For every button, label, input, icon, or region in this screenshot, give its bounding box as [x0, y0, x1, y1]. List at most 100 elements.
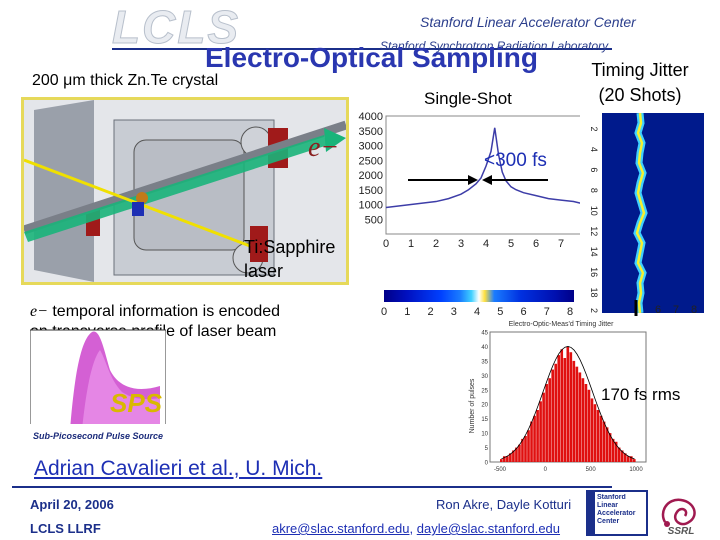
- histogram-bars: [500, 346, 636, 462]
- hist-bar-31: [593, 404, 597, 462]
- cb-x-tick-7: 7: [544, 306, 550, 318]
- streak-y-tick-8: 18: [589, 288, 599, 298]
- streak-y-tick-4: 10: [589, 206, 599, 216]
- hist-bar-37: [611, 438, 615, 462]
- hist-x-tick-1: 0: [544, 467, 548, 473]
- streak-y-tick-7: 16: [589, 267, 599, 277]
- institution-line-1: Stanford Linear Accelerator Center: [420, 14, 636, 30]
- laser-label-line-2: laser: [244, 261, 284, 281]
- sps-subtitle: Sub-Picosecond Pulse Source: [33, 431, 163, 441]
- timing-title-line-1: Timing Jitter: [591, 60, 689, 80]
- author-credit: Adrian Cavalieri et al., U. Mich.: [34, 457, 323, 480]
- ss-y-tick-0: 500: [365, 214, 383, 226]
- cb-x-tick-4: 4: [474, 306, 480, 318]
- sps-logo: SPS Sub-Picosecond Pulse Source: [29, 320, 167, 445]
- hist-bar-21: [563, 358, 567, 462]
- hist-bar-34: [602, 421, 606, 462]
- cb-x-tick-2: 2: [427, 306, 433, 318]
- ssrl-logo-graphic: SSRL: [661, 498, 696, 537]
- histogram-y-ticks: 0 5 10 15 20 25 30 35 40 45: [481, 331, 488, 467]
- hist-bar-1: [503, 456, 506, 462]
- right-arrowhead: [482, 175, 492, 185]
- znte-crystal: [136, 192, 148, 204]
- single-shot-label: Single-Shot: [424, 89, 512, 108]
- chamber-wall-left: [34, 100, 94, 282]
- cb-x-tick-8: 8: [567, 306, 573, 318]
- slide-title: Electro-Optical Sampling: [205, 42, 538, 73]
- streak-x-tick-2: 8: [691, 304, 697, 316]
- timing-jitter-title: Timing Jitter (20 Shots): [582, 58, 698, 108]
- hist-x-tick-0: -500: [494, 467, 507, 473]
- ss-y-tick-5: 3000: [359, 141, 383, 153]
- single-shot-plot: 500 1000 1500 2000 2500 3000 3500 4000 0 1 2 3 4 5 6 7…: [359, 111, 590, 250]
- cb-x-tick-1: 1: [404, 306, 410, 318]
- hist-bar-33: [599, 415, 603, 462]
- laser-label: Ti:Sapphire laser: [244, 235, 335, 283]
- electron-beam-arrow: [24, 135, 328, 242]
- ss-x-tick-2: 2: [433, 238, 439, 250]
- histogram-chart: Electro-Optic-Meas'd Timing Jitter Numbe…: [469, 321, 647, 473]
- institution-line-2: Stanford Synchrotron Radiation Laborator…: [380, 39, 609, 53]
- hist-bar-6: [518, 444, 521, 462]
- hist-bar-14: [542, 392, 545, 462]
- hist-y-tick-3: 15: [481, 417, 488, 423]
- histogram-panel: Electro-Optic-Meas'd Timing Jitter Numbe…: [466, 316, 656, 476]
- ss-y-tick-2: 1500: [359, 185, 383, 197]
- hist-bar-13: [539, 401, 542, 462]
- streak-y-tick-2: 6: [589, 167, 599, 172]
- encoding-line-1: e− temporal information is encoded: [30, 302, 280, 322]
- hist-bar-12: [536, 410, 539, 462]
- streak-x-tick-0: 6: [655, 304, 661, 316]
- hist-bar-16: [548, 378, 551, 462]
- laser-label-line-1: Ti:Sapphire: [244, 237, 336, 257]
- hist-bar-15: [545, 384, 548, 462]
- hist-y-tick-9: 45: [481, 331, 488, 337]
- encoding-line-1-text: temporal information is encoded: [47, 303, 281, 320]
- stanford-logo-graphic: Stanford Linear Accelerator Center: [586, 490, 648, 536]
- hist-bar-4: [512, 450, 515, 462]
- hist-bar-10: [530, 421, 533, 462]
- rms-annotation: 170 fs rms: [601, 385, 681, 404]
- hist-bar-8: [524, 436, 527, 462]
- presenter-emails: akre@slac.stanford.edu, dayle@slac.stanf…: [272, 521, 560, 536]
- presentation-date: April 20, 2006: [30, 497, 114, 512]
- hist-y-tick-0: 0: [485, 461, 489, 467]
- hist-bar-43: [629, 456, 633, 462]
- email-separator: ,: [409, 521, 417, 536]
- apparatus-image: [21, 97, 349, 285]
- ss-x-tick-0: 0: [383, 238, 389, 250]
- crystal-label: 200 μm thick Zn.Te crystal: [32, 72, 219, 89]
- single-shot-colorbar: [384, 290, 574, 302]
- email-link-akre[interactable]: akre@slac.stanford.edu: [272, 521, 410, 536]
- stanford-logo-text: Stanford Linear Accelerator Center: [597, 494, 636, 525]
- meeting-name: LCLS LLRF: [30, 521, 101, 536]
- hist-y-tick-1: 5: [485, 446, 489, 452]
- hist-y-tick-8: 40: [481, 345, 488, 351]
- ss-x-tick-5: 5: [508, 238, 514, 250]
- hist-bar-23: [569, 352, 573, 462]
- single-shot-trace: [385, 127, 587, 209]
- hist-bar-24: [572, 360, 576, 462]
- flange-bottom: [250, 226, 268, 262]
- ss-y-tick-1: 1000: [359, 200, 383, 212]
- hist-y-tick-7: 35: [481, 359, 488, 365]
- ss-y-tick-7: 4000: [359, 111, 383, 123]
- email-link-kotturi[interactable]: dayle@slac.stanford.edu: [416, 521, 561, 536]
- stanford-logo: Stanford Linear Accelerator Center: [586, 490, 648, 536]
- streak-y-ticks: 2 4 6 8 10 12 14 16 18 20: [589, 126, 599, 313]
- single-shot-y-ticks: 500 1000 1500 2000 2500 3000 3500 4000: [359, 111, 383, 226]
- timing-title-line-2: (20 Shots): [598, 85, 682, 105]
- hist-bar-32: [596, 410, 600, 462]
- ss-x-tick-6: 6: [533, 238, 539, 250]
- ss-y-tick-6: 3500: [359, 126, 383, 138]
- single-shot-axes: [385, 115, 587, 235]
- ss-x-tick-4: 4: [483, 238, 489, 250]
- cb-x-tick-3: 3: [451, 306, 457, 318]
- ssrl-logo-text: SSRL: [668, 526, 695, 536]
- ss-x-tick-3: 3: [458, 238, 464, 250]
- ss-y-tick-3: 2000: [359, 170, 383, 182]
- streak-x-tick-1: 7: [673, 304, 679, 316]
- streak-y-tick-3: 8: [589, 188, 599, 193]
